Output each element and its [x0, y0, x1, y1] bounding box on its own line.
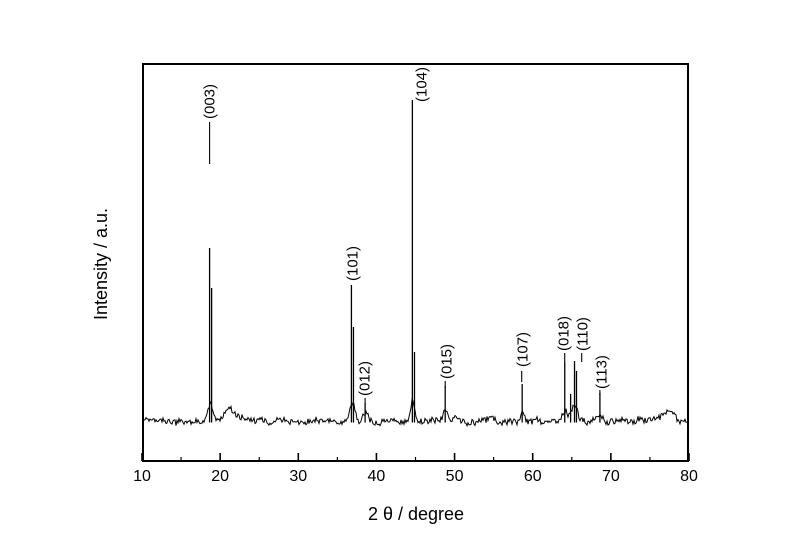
peak-label-113: (113) [594, 355, 611, 389]
x-axis-title: 2 θ / degree [368, 504, 464, 524]
x-tick-label: 50 [446, 468, 464, 485]
x-tick-label: 40 [368, 468, 386, 485]
peak-label-101: (101) [345, 246, 362, 281]
plot-border [142, 63, 689, 462]
x-tick-label: 60 [524, 468, 542, 485]
peak-label-104: (104) [414, 67, 431, 102]
peak-label-107: (107) [515, 332, 532, 367]
peak-label-018: (018) [556, 316, 573, 351]
x-tick-label: 20 [211, 468, 229, 485]
x-tick-label: 10 [133, 468, 151, 485]
peak-label-012: (012) [357, 361, 374, 396]
peak-label-110: (110) [575, 317, 592, 351]
x-tick-label: 30 [289, 468, 307, 485]
peak-label-015: (015) [439, 344, 456, 379]
y-axis-title: Intensity / a.u. [91, 208, 111, 320]
peak-label-003: (003) [202, 84, 219, 119]
x-tick-label: 70 [602, 468, 620, 485]
x-tick-label: 80 [680, 468, 698, 485]
